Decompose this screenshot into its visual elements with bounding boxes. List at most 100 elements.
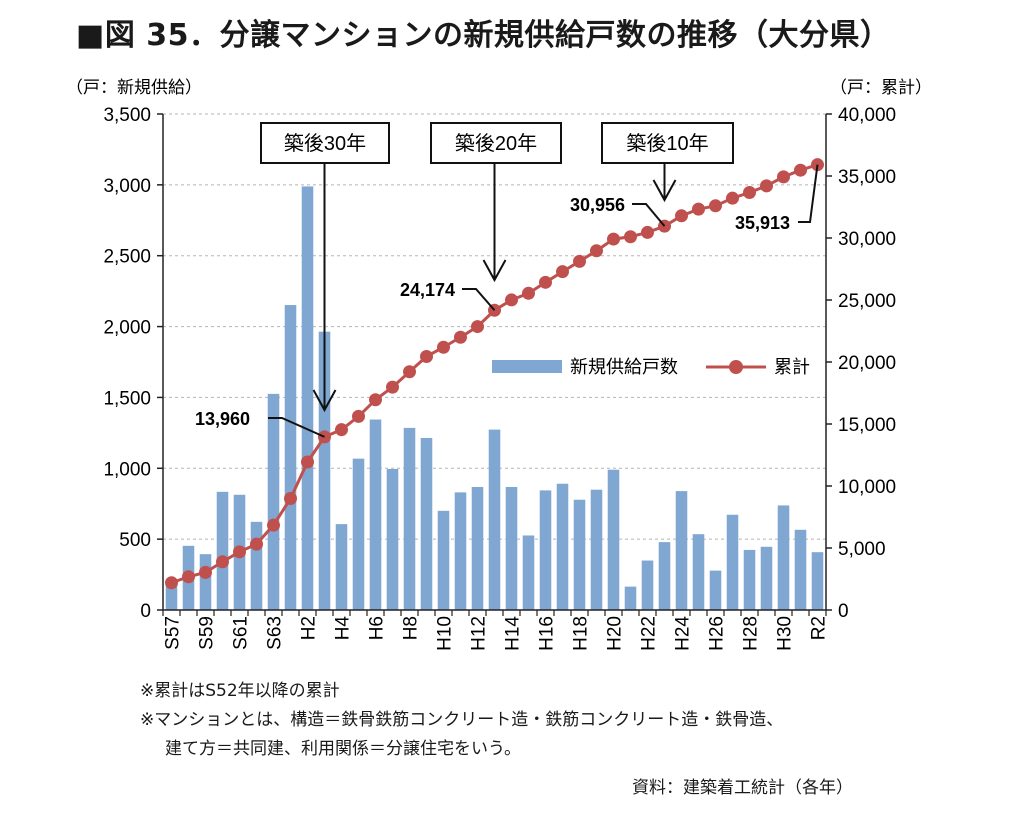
x-axis-tick-label: H24 xyxy=(673,616,694,651)
x-axis-tick-label: S57 xyxy=(163,616,184,650)
cumulative-point xyxy=(301,455,314,469)
value-label: 30,956 xyxy=(570,195,625,215)
footnote-definition: ※マンションとは、構造＝鉄骨鉄筋コンクリート造・鉄筋コンクリート造・鉄骨造、 xyxy=(140,710,784,730)
bar xyxy=(743,549,756,610)
legend-bar-swatch xyxy=(492,360,562,373)
annotation-box-label: 築後20年 xyxy=(455,132,537,155)
value-leader-line xyxy=(798,164,819,223)
cumulative-point xyxy=(420,350,433,364)
cumulative-point xyxy=(692,202,705,216)
left-axis-tick-label: 3,500 xyxy=(103,105,151,126)
cumulative-point xyxy=(726,191,739,205)
bar xyxy=(675,491,688,610)
bar xyxy=(216,491,229,610)
chart-title: ■図 35．分譲マンションの新規供給戸数の推移（大分県） xyxy=(76,18,891,53)
cumulative-point xyxy=(182,570,195,584)
legend-line-label: 累計 xyxy=(774,357,810,377)
value-leader-line xyxy=(268,417,325,438)
x-axis-tick-label: H4 xyxy=(333,616,354,641)
cumulative-point xyxy=(233,545,246,559)
bar xyxy=(811,552,824,610)
right-axis-tick-label: 10,000 xyxy=(838,477,896,498)
bar xyxy=(624,586,637,610)
bar xyxy=(709,570,722,610)
cumulative-point xyxy=(743,186,756,200)
x-axis-tick-label: H8 xyxy=(401,616,422,640)
x-axis-tick-label: H26 xyxy=(707,616,728,651)
annotation-box-label: 築後10年 xyxy=(626,132,708,155)
cumulative-point xyxy=(505,293,518,307)
legend-line-marker xyxy=(729,360,743,374)
annotation-box xyxy=(601,122,734,164)
right-axis-tick-label: 20,000 xyxy=(838,353,896,374)
bar xyxy=(590,489,603,610)
right-axis-tick-label: 15,000 xyxy=(838,415,896,436)
cumulative-point xyxy=(794,163,807,177)
cumulative-point xyxy=(216,555,229,569)
cumulative-point xyxy=(267,518,280,532)
bar xyxy=(607,469,620,610)
bar xyxy=(726,514,739,610)
footnote-cumulative: ※累計はS52年以降の累計 xyxy=(140,681,340,701)
bar xyxy=(301,186,314,610)
annotation-box xyxy=(430,122,562,164)
right-axis-tick-label: 30,000 xyxy=(838,229,896,250)
bar xyxy=(267,393,280,610)
cumulative-point xyxy=(641,225,654,239)
bar xyxy=(199,554,212,610)
value-leader-line xyxy=(632,203,666,227)
cumulative-point xyxy=(165,576,178,590)
footnote-definition-cont: 建て方＝共同建、利用関係＝分譲住宅をいう。 xyxy=(165,739,521,759)
bar xyxy=(318,331,331,610)
x-axis-tick-label: H2 xyxy=(299,616,320,640)
right-axis-tick-label: 40,000 xyxy=(838,105,896,126)
bar xyxy=(403,427,416,610)
x-axis-tick-label: H10 xyxy=(435,616,456,651)
bar xyxy=(352,458,365,610)
value-leader-line xyxy=(462,288,496,311)
bar xyxy=(777,505,790,610)
x-axis-tick-label: R2 xyxy=(809,616,830,640)
bar xyxy=(165,581,178,610)
bar xyxy=(284,305,297,610)
annotation-arrowhead xyxy=(652,179,677,203)
x-axis-tick-label: H28 xyxy=(741,616,762,651)
right-axis-unit: （戸：累計） xyxy=(830,78,932,97)
right-axis-tick-label: 35,000 xyxy=(838,167,896,188)
cumulative-point xyxy=(386,380,399,394)
source-note: 資料：建築着工統計（各年） xyxy=(632,778,853,798)
cumulative-point xyxy=(675,209,688,223)
left-axis-tick-label: 2,500 xyxy=(103,247,151,268)
right-axis-tick-label: 25,000 xyxy=(838,291,896,312)
x-axis-tick-label: H14 xyxy=(503,616,524,651)
cumulative-point xyxy=(556,265,569,279)
cumulative-point xyxy=(369,393,382,407)
x-axis-tick-label: H30 xyxy=(775,616,796,651)
cumulative-point xyxy=(709,199,722,213)
bar xyxy=(556,483,569,610)
cumulative-point xyxy=(403,365,416,379)
value-label: 35,913 xyxy=(735,213,790,233)
bar xyxy=(454,492,467,610)
bar xyxy=(505,486,518,610)
right-axis-tick-label: 5,000 xyxy=(838,539,886,560)
left-axis-unit: （戸：新規供給） xyxy=(66,78,202,97)
bar xyxy=(539,490,552,610)
bar xyxy=(522,535,535,610)
bar xyxy=(437,510,450,610)
annotation-arrowhead xyxy=(312,389,337,413)
bar xyxy=(386,468,399,610)
x-axis-tick-label: H22 xyxy=(639,616,660,651)
x-axis-tick-label: S63 xyxy=(265,616,286,650)
x-axis-tick-label: S61 xyxy=(231,616,252,650)
left-axis-tick-label: 3,000 xyxy=(103,176,151,197)
legend-bar-label: 新規供給戸数 xyxy=(570,357,678,377)
cumulative-point xyxy=(335,423,348,437)
cumulative-point xyxy=(352,409,365,423)
left-axis-tick-label: 500 xyxy=(119,530,151,551)
bar xyxy=(692,534,705,610)
bar xyxy=(335,524,348,610)
cumulative-point xyxy=(590,244,603,258)
bar xyxy=(641,560,654,610)
cumulative-point xyxy=(284,492,297,506)
